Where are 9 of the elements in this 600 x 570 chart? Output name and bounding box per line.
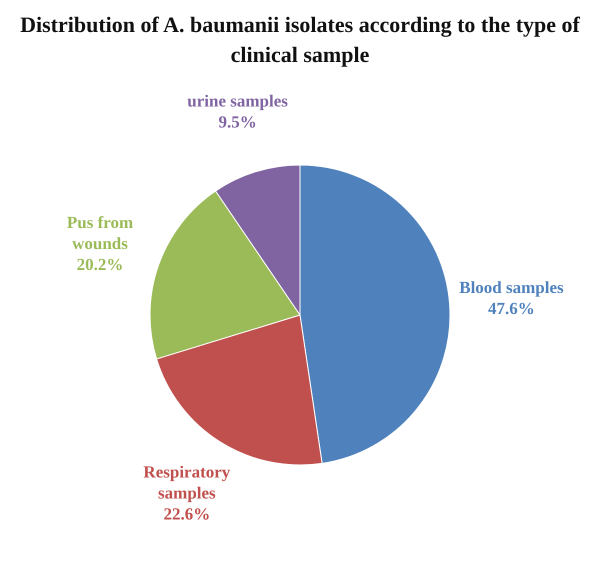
slice-label: Respiratory samples xyxy=(143,462,231,503)
slice-label: Blood samples xyxy=(459,278,564,298)
slice-label: urine samples xyxy=(187,91,288,110)
data-label: 20.2% xyxy=(76,255,124,274)
chart-title: Distribution of A. baumanii isolates according to the type of clinical sample xyxy=(20,11,580,69)
data-label: 47.6% xyxy=(488,299,535,318)
slice-label: Pus from wounds xyxy=(66,213,134,254)
data-label: 22.6% xyxy=(163,504,210,524)
data-label: 9.5% xyxy=(218,112,257,132)
